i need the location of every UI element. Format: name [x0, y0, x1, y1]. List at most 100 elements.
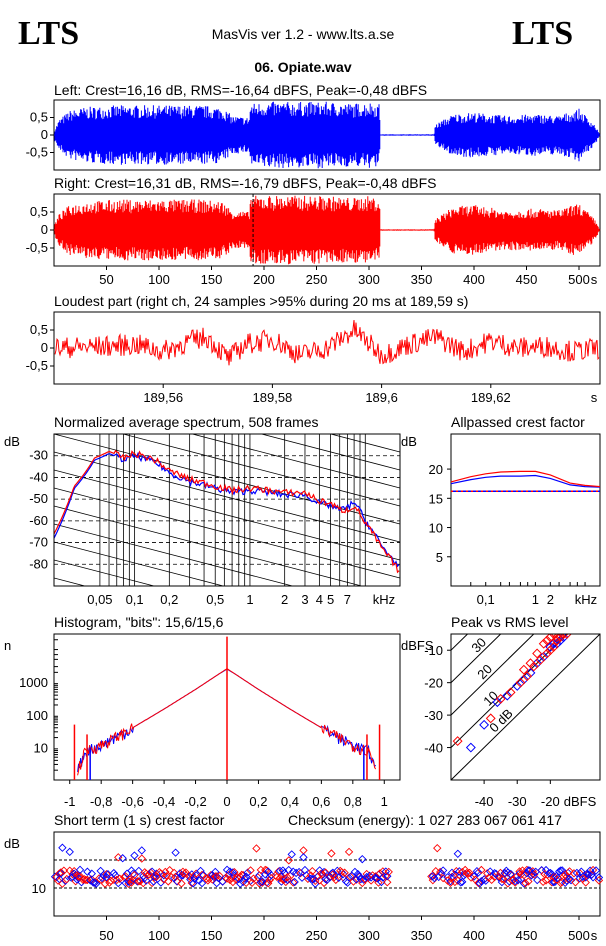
short_term_crest-point-blue [96, 866, 105, 876]
short_term_crest-point-red [484, 873, 493, 882]
short_term_crest-point-red [130, 870, 139, 880]
short_term_crest-point-blue [87, 869, 96, 878]
short_term_crest-point-blue [322, 875, 332, 885]
short_term_crest-point-blue [328, 868, 338, 877]
right_waveform-xtick-label: 300 [358, 272, 380, 287]
short_term_crest-point-red [383, 878, 392, 887]
short_term_crest-point-blue [197, 878, 207, 888]
short_term_crest-point-blue [359, 875, 368, 884]
short_term_crest-point-blue [594, 873, 604, 882]
avg_spectrum-slope-line [54, 434, 400, 525]
peak_vs_rms-point-blue [545, 642, 556, 652]
histogram-xtick-label: -0,2 [184, 794, 206, 809]
short_term_crest-point-blue [125, 877, 135, 887]
peak_vs_rms-point-red [555, 634, 566, 643]
short_term_crest-point-blue [228, 868, 238, 877]
allpassed_crest-xunit: kHz [575, 592, 597, 607]
short_term_crest-point-red [261, 865, 270, 875]
peak_vs_rms-point-red [532, 648, 543, 659]
peak_vs_rms-crest-line [451, 634, 469, 651]
short_term_crest-point-blue [437, 869, 446, 879]
avg_spectrum-frame [53, 433, 401, 587]
short_term_crest-point-red [433, 843, 442, 853]
peak_vs_rms-point-red [505, 687, 516, 698]
short_term_crest-point-blue [355, 872, 364, 881]
avg_spectrum-slope-line [260, 434, 400, 471]
short_term_crest-point-red [161, 867, 170, 877]
short_term_crest-point-red [222, 874, 232, 883]
short_term_crest-point-blue [519, 879, 529, 888]
short_term_crest-ylabel: dB [4, 836, 20, 851]
allpassed_crest-xtick-label: 0,1 [477, 592, 495, 607]
short_term_crest-point-red [284, 856, 293, 865]
avg_spectrum-slope-line [54, 469, 400, 561]
peak_vs_rms-ytick-label: -10 [424, 643, 443, 658]
avg_spectrum-ytick-label: -70 [29, 535, 48, 550]
avg_spectrum-ytick-label: -30 [29, 448, 48, 463]
short_term_crest-point-blue [469, 872, 479, 881]
peak_vs_rms-frame [450, 633, 601, 781]
short_term_crest-point-red [87, 875, 96, 884]
peak_vs_rms-point-blue [512, 680, 523, 691]
short_term_crest-point-red [119, 872, 129, 882]
short_term_crest-point-red [181, 868, 191, 877]
right_waveform-xtick-label: 150 [201, 272, 223, 287]
histogram-xtick-label: 0,4 [281, 794, 299, 809]
short_term_crest-xtick-label: 100 [148, 928, 170, 943]
avg_spectrum-ylabel: dB [4, 434, 20, 449]
short_term_crest-point-red [530, 870, 539, 879]
avg_spectrum-series-red [54, 449, 400, 574]
loudest_part-xtick-label: 189,56 [143, 390, 183, 405]
peak_vs_rms-point-red [548, 642, 559, 652]
right_waveform-ytick-label: -0,5 [26, 240, 48, 255]
short_term_crest-point-red [565, 867, 574, 876]
short_term_crest-point-blue [243, 868, 252, 877]
short_term_crest-point-red [283, 873, 292, 882]
avg_spectrum-slope-line [54, 541, 225, 586]
short_term_crest-point-red [256, 865, 266, 875]
short_term_crest-point-blue [319, 867, 329, 877]
histogram-xtick-label: -0,6 [121, 794, 143, 809]
short_term_crest-point-red [524, 877, 533, 886]
short_term_crest-point-blue [556, 866, 565, 875]
avg_spectrum-xtick-label: 0,05 [87, 592, 112, 607]
left_waveform-ytick-label: 0 [41, 127, 48, 142]
short_term_crest-point-blue [137, 846, 146, 855]
peak_vs_rms-point-red [522, 671, 533, 682]
crest-title: Allpassed crest factor [451, 414, 585, 430]
peak_vs_rms-point-blue [479, 719, 490, 730]
loudest-title: Loudest part (right ch, 24 samples >95% … [54, 293, 468, 309]
short_term_crest-point-red [474, 878, 483, 888]
short_term_crest-point-red [134, 877, 144, 886]
short_term_crest-xtick-label: 150 [201, 928, 223, 943]
peak_vs_rms-point-blue [552, 638, 562, 649]
avg_spectrum-slope-line [329, 434, 400, 453]
allpassed_crest-series-blue [450, 474, 601, 488]
right_waveform-xtick-label: 50 [99, 272, 113, 287]
short_term_crest-point-red [252, 844, 261, 853]
peak_vs_rms-point-red [495, 693, 506, 704]
peak_vs_rms-point-blue [525, 667, 536, 678]
short_term_crest-xtick-label: 50 [99, 928, 113, 943]
allpassed_crest-ytick-label: 20 [429, 462, 443, 477]
histogram-ytick-label: 100 [26, 708, 48, 723]
avg_spectrum-xtick-label: 4 [316, 592, 323, 607]
short_term_crest-point-red [264, 879, 273, 888]
avg_spectrum-ytick-label: -40 [29, 469, 48, 484]
short_term_crest-point-blue [287, 850, 296, 859]
peak_vs_rms-point-red [535, 655, 546, 665]
peak_vs_rms-xlabel: dBFS [564, 794, 597, 809]
peak_vs_rms-point-red [485, 713, 496, 724]
peak_vs_rms-point-red [545, 634, 556, 643]
short_term_crest-point-blue [92, 879, 101, 888]
right_waveform-xunit: s [591, 272, 598, 287]
peak_vs_rms-xtick-label: -30 [508, 794, 527, 809]
short_term_crest-xtick-label: 500 [568, 928, 590, 943]
peak_vs_rms-point-red [515, 677, 526, 688]
short_term_crest-point-red [346, 872, 355, 881]
avg_spectrum-slope-line [54, 487, 400, 579]
right_waveform-xtick-label: 350 [411, 272, 433, 287]
short_term_crest-point-blue [150, 872, 160, 882]
avg_spectrum-slope-line [54, 523, 294, 586]
short_term_crest-point-red [427, 872, 436, 881]
